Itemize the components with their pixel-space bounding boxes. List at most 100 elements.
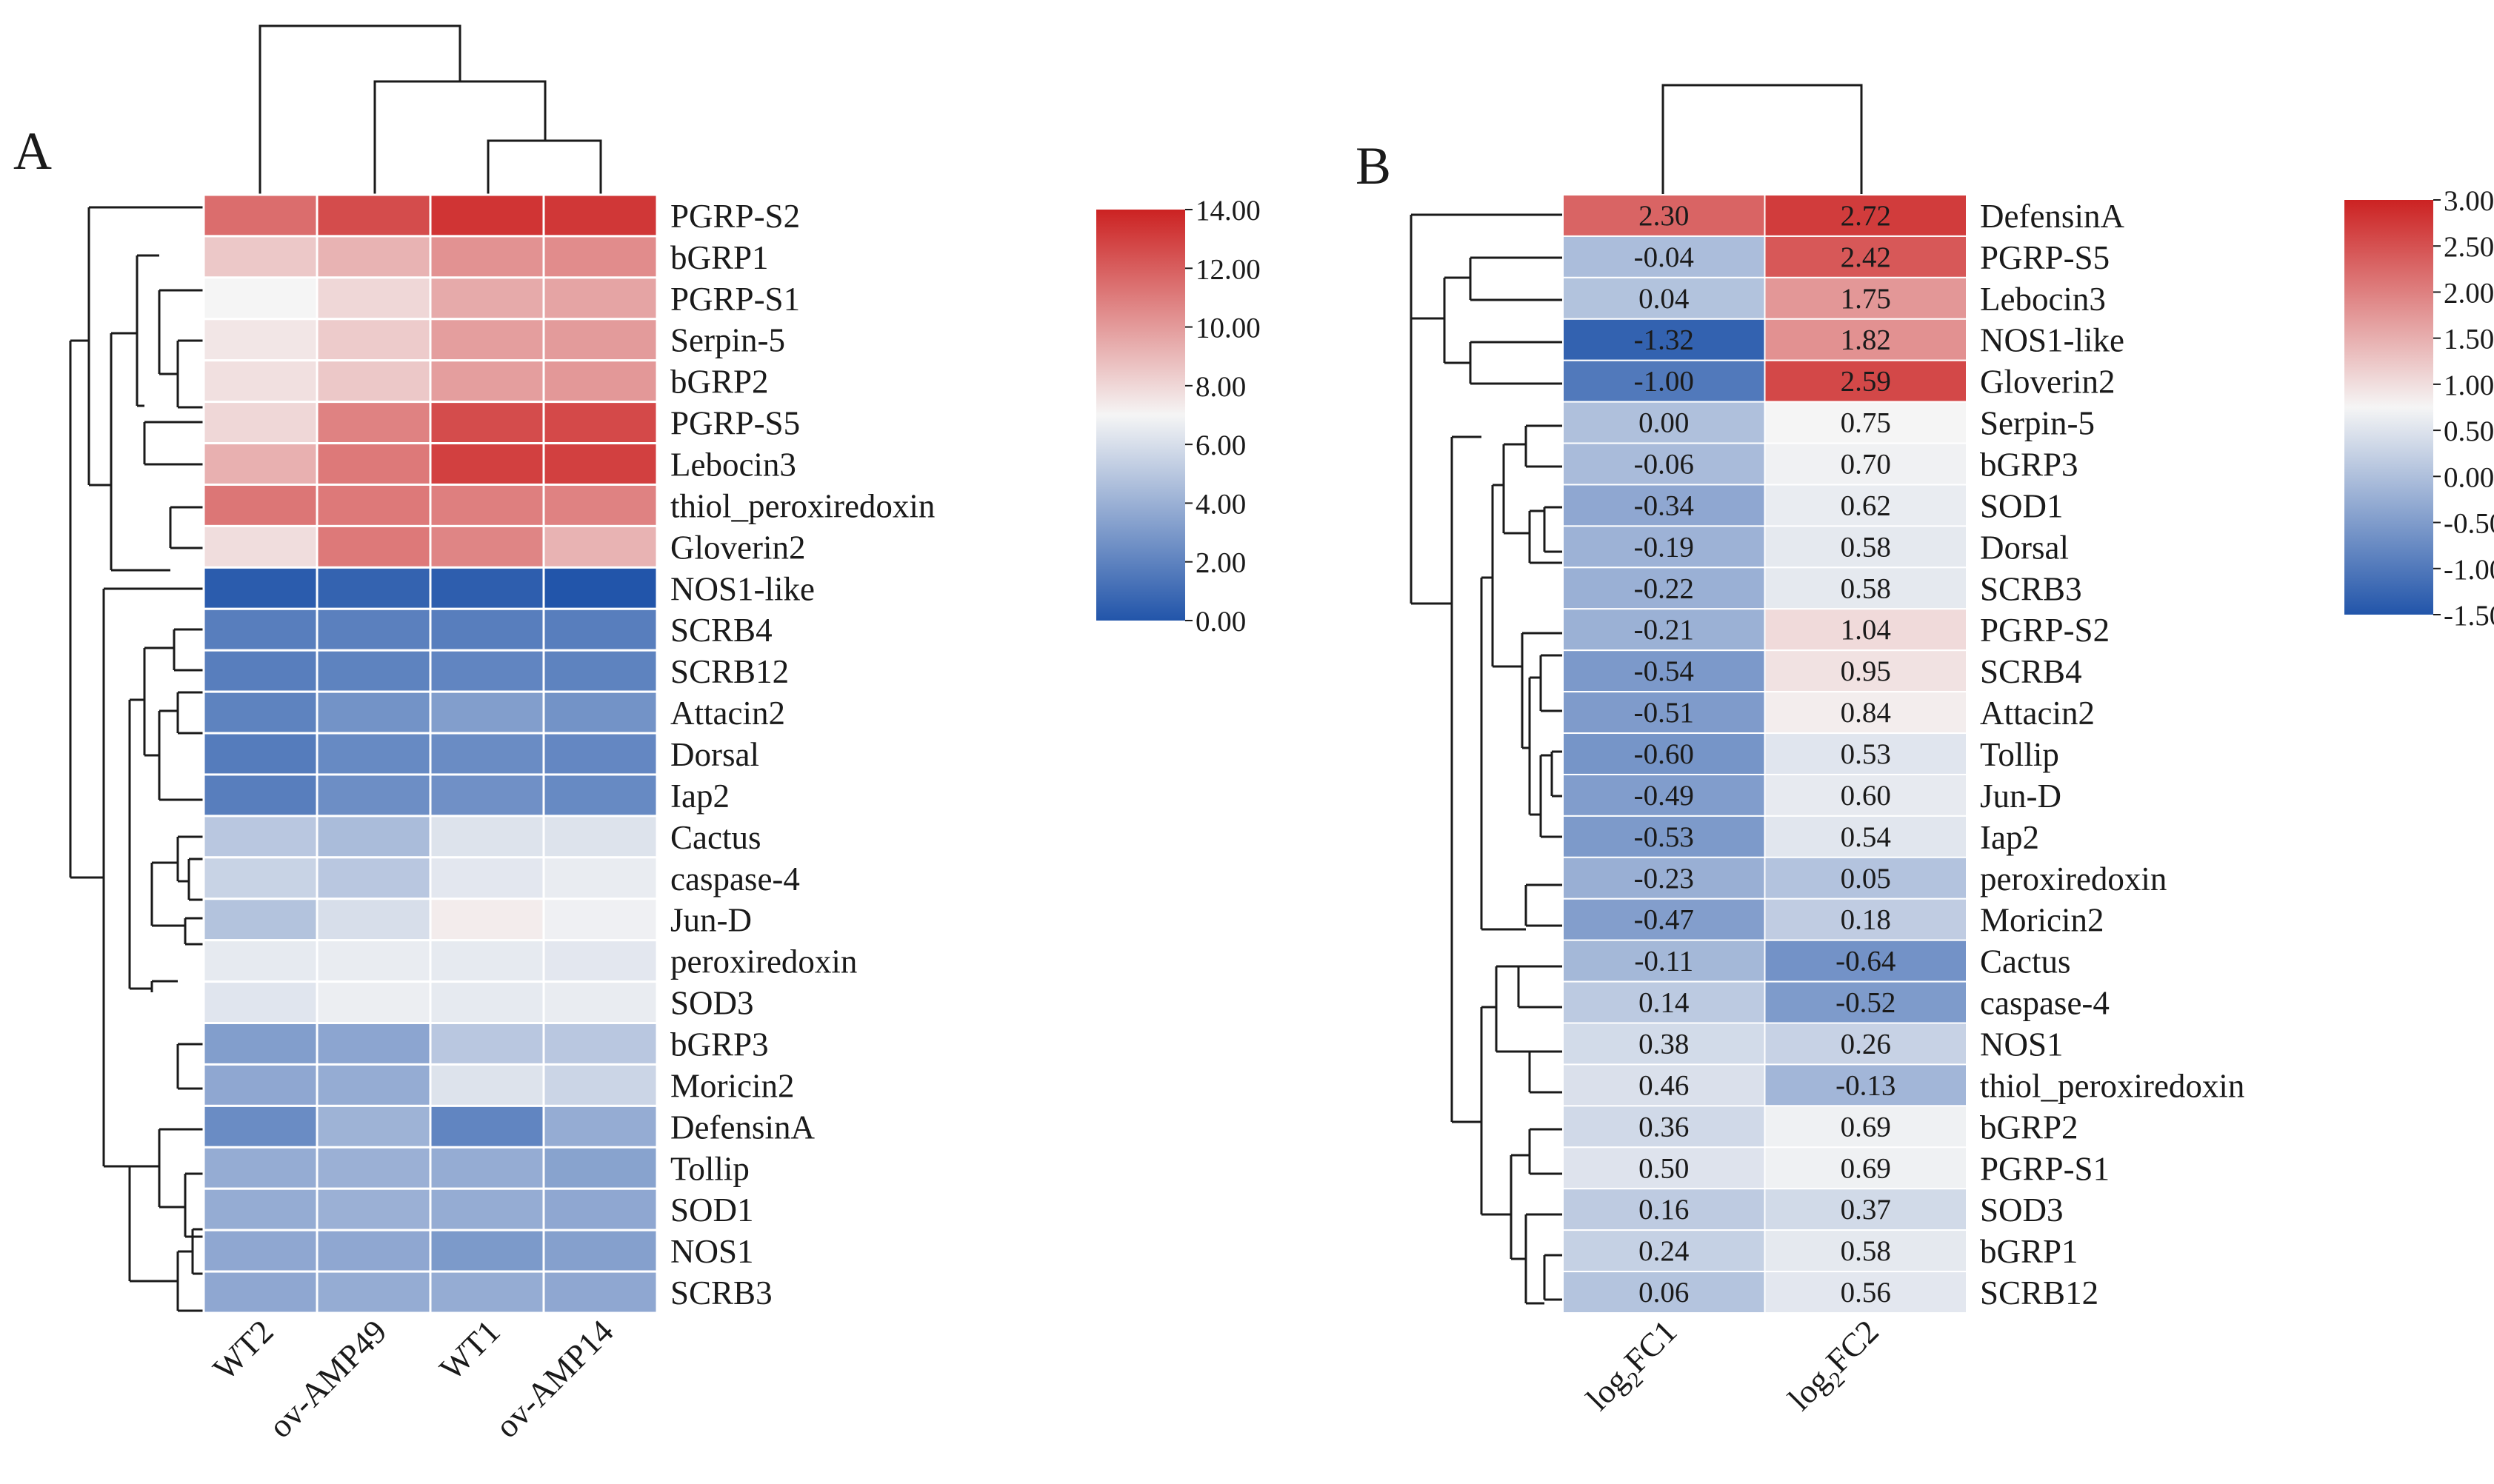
column-label-part: log [1781, 1361, 1837, 1417]
heatmap-cell [202, 1229, 319, 1273]
row-label: Dorsal [670, 736, 759, 773]
heatmap-cell [316, 1063, 432, 1107]
row-label: PGRP-S5 [670, 405, 800, 442]
heatmap-cell [542, 359, 658, 404]
row-label: NOS1-like [1980, 322, 2124, 359]
heatmap-cell [542, 442, 658, 486]
heatmap-cell [542, 815, 658, 859]
heatmap-cell [202, 980, 319, 1025]
row-label: Dorsal [1980, 529, 2069, 566]
cell-value-label: 0.62 [1841, 489, 1891, 521]
panel-b-column-dendrogram [1661, 84, 1863, 195]
cell-value-label: 0.75 [1841, 407, 1891, 439]
heatmap-cell [202, 815, 319, 859]
heatmap-cell [429, 318, 545, 362]
heatmap-cell [1562, 980, 1766, 1024]
heatmap-cell [1562, 1229, 1766, 1273]
heatmap-cell [202, 939, 319, 983]
cell-value-label: -0.64 [1836, 946, 1895, 977]
heatmap-cell [1764, 1105, 1967, 1149]
heatmap-cell [1562, 484, 1766, 527]
heatmap-cell [202, 318, 319, 362]
row-label: Attacin2 [1980, 695, 2095, 732]
heatmap-cell [429, 1229, 545, 1273]
cell-value-label: -0.06 [1634, 449, 1694, 481]
colorbar-tick-label: -0.50 [2444, 508, 2494, 540]
row-label: SCRB3 [1980, 570, 2082, 607]
row-label: SOD3 [670, 985, 754, 1022]
cell-value-label: 2.30 [1638, 200, 1689, 232]
heatmap-cell [316, 1187, 432, 1231]
row-label: Iap2 [670, 778, 730, 815]
row-label: SCRB12 [670, 653, 789, 690]
row-label: Jun-D [1980, 778, 2061, 815]
colorbar-tick-label: 2.50 [2444, 231, 2494, 263]
colorbar-tick-label: 2.00 [2444, 277, 2494, 309]
row-label: DefensinA [670, 1109, 815, 1146]
heatmap-cell [1764, 1271, 1967, 1314]
panel-b-cells [1562, 194, 1967, 1314]
panel-a-row-dendrogram [69, 206, 204, 1312]
cell-value-label: 0.18 [1841, 904, 1891, 936]
heatmap-cell [202, 1146, 319, 1190]
heatmap-cell [1764, 442, 1967, 486]
cell-value-label: 2.59 [1841, 366, 1891, 398]
heatmap-cell [429, 276, 545, 321]
heatmap-cell [1764, 898, 1967, 941]
heatmap-cell [202, 773, 319, 818]
heatmap-cell [316, 276, 432, 321]
cell-value-label: 0.36 [1638, 1111, 1689, 1143]
cell-value-label: 0.60 [1841, 780, 1891, 812]
row-label: SCRB4 [1980, 653, 2082, 690]
colorbar-tick-label: 4.00 [1196, 488, 1246, 520]
row-label: SCRB3 [670, 1274, 773, 1311]
colorbar-tick-label: 12.00 [1196, 253, 1261, 285]
cell-value-label: -0.54 [1634, 655, 1694, 687]
heatmap-cell [542, 1063, 658, 1107]
heatmap-cell [429, 193, 545, 238]
heatmap-cell [316, 318, 432, 362]
heatmap-cell [429, 898, 545, 942]
row-label: Moricin2 [1980, 902, 2104, 939]
heatmap-cell [542, 607, 658, 652]
heatmap-cell [1562, 856, 1766, 900]
panel-b-column-labels: log2FC1 log2FC2 [1579, 1313, 1886, 1417]
cell-value-label: 0.24 [1638, 1235, 1689, 1267]
cell-value-label: 0.38 [1638, 1028, 1689, 1060]
heatmap-cell [429, 649, 545, 693]
heatmap-cell [542, 566, 658, 610]
row-label: NOS1-like [670, 570, 815, 607]
heatmap-cell [429, 1104, 545, 1149]
heatmap-cell [316, 773, 432, 818]
colorbar-tick-label: 8.00 [1196, 371, 1246, 403]
row-label: SCRB12 [1980, 1274, 2098, 1311]
heatmap-cell [542, 1146, 658, 1190]
heatmap-cell [542, 773, 658, 818]
heatmap-cell [1764, 484, 1967, 527]
row-label: Lebocin3 [1980, 281, 2106, 318]
row-label: Lebocin3 [670, 447, 796, 484]
cell-value-label: 0.54 [1841, 821, 1891, 853]
row-label: SOD1 [1980, 487, 2064, 524]
heatmap-cell [429, 980, 545, 1025]
heatmap-cell [1562, 1146, 1766, 1190]
heatmap-cell [542, 1022, 658, 1066]
heatmap-cell [202, 442, 319, 486]
panel-b-colorbar: -1.50 -1.00 -0.50 0.00 0.50 1.00 1.50 2.00 2.50 3… [2344, 185, 2494, 632]
heatmap-cell [316, 1104, 432, 1149]
cell-value-label: 2.42 [1841, 241, 1891, 273]
heatmap-cell [542, 1270, 658, 1314]
heatmap-cell [1764, 359, 1967, 403]
panel-a-column-dendrogram [259, 24, 602, 195]
heatmap-cell [1764, 1063, 1967, 1107]
heatmap-cell [202, 193, 319, 238]
row-label: Tollip [670, 1150, 750, 1187]
panel-a-row-labels: PGRP-S2 bGRP1 PGRP-S1 Serpin-5 bGRP2 PGRP-S5 L… [670, 198, 935, 1311]
heatmap-cell [429, 401, 545, 445]
cell-value-label: -0.04 [1634, 241, 1694, 273]
column-label-part: FC2 [1819, 1313, 1886, 1380]
row-label: Iap2 [1980, 819, 2039, 856]
